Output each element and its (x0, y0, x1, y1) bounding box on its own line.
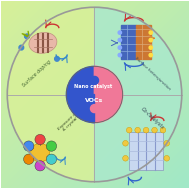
Circle shape (143, 127, 149, 133)
Wedge shape (66, 66, 94, 123)
Circle shape (55, 57, 59, 61)
Text: Surface heterojunction: Surface heterojunction (134, 56, 171, 91)
Circle shape (35, 134, 45, 145)
Polygon shape (7, 7, 94, 94)
Ellipse shape (29, 33, 57, 53)
Bar (121, 25, 136, 59)
Circle shape (24, 141, 34, 151)
Circle shape (118, 53, 122, 57)
Polygon shape (94, 94, 182, 182)
Circle shape (46, 154, 57, 164)
Polygon shape (94, 7, 182, 94)
Bar (136, 25, 151, 59)
Circle shape (91, 76, 98, 84)
Circle shape (149, 38, 153, 42)
Wedge shape (94, 66, 108, 94)
Circle shape (123, 140, 128, 146)
Circle shape (149, 31, 153, 34)
Text: Exposure of facets
& crystal shape: Exposure of facets & crystal shape (57, 102, 91, 134)
Circle shape (24, 154, 34, 164)
Circle shape (149, 53, 153, 57)
Circle shape (25, 34, 29, 39)
Circle shape (118, 31, 122, 34)
Bar (129, 132, 163, 170)
Wedge shape (81, 94, 94, 123)
Circle shape (118, 38, 122, 42)
Circle shape (164, 156, 170, 161)
Circle shape (35, 161, 45, 171)
Text: Surface doping: Surface doping (21, 59, 52, 88)
Circle shape (126, 127, 132, 133)
Circle shape (19, 45, 24, 50)
Text: VOCs: VOCs (85, 98, 104, 103)
Circle shape (164, 140, 170, 146)
Wedge shape (94, 66, 123, 123)
Circle shape (46, 141, 57, 151)
Circle shape (152, 127, 157, 133)
Circle shape (149, 46, 153, 49)
Circle shape (31, 143, 50, 162)
Circle shape (135, 127, 140, 133)
Circle shape (118, 46, 122, 49)
Circle shape (123, 156, 128, 161)
Text: Co-catalysts: Co-catalysts (140, 106, 165, 130)
Text: Nano catalyst: Nano catalyst (74, 84, 113, 90)
Circle shape (160, 127, 166, 133)
Polygon shape (7, 94, 94, 182)
Circle shape (91, 105, 98, 113)
